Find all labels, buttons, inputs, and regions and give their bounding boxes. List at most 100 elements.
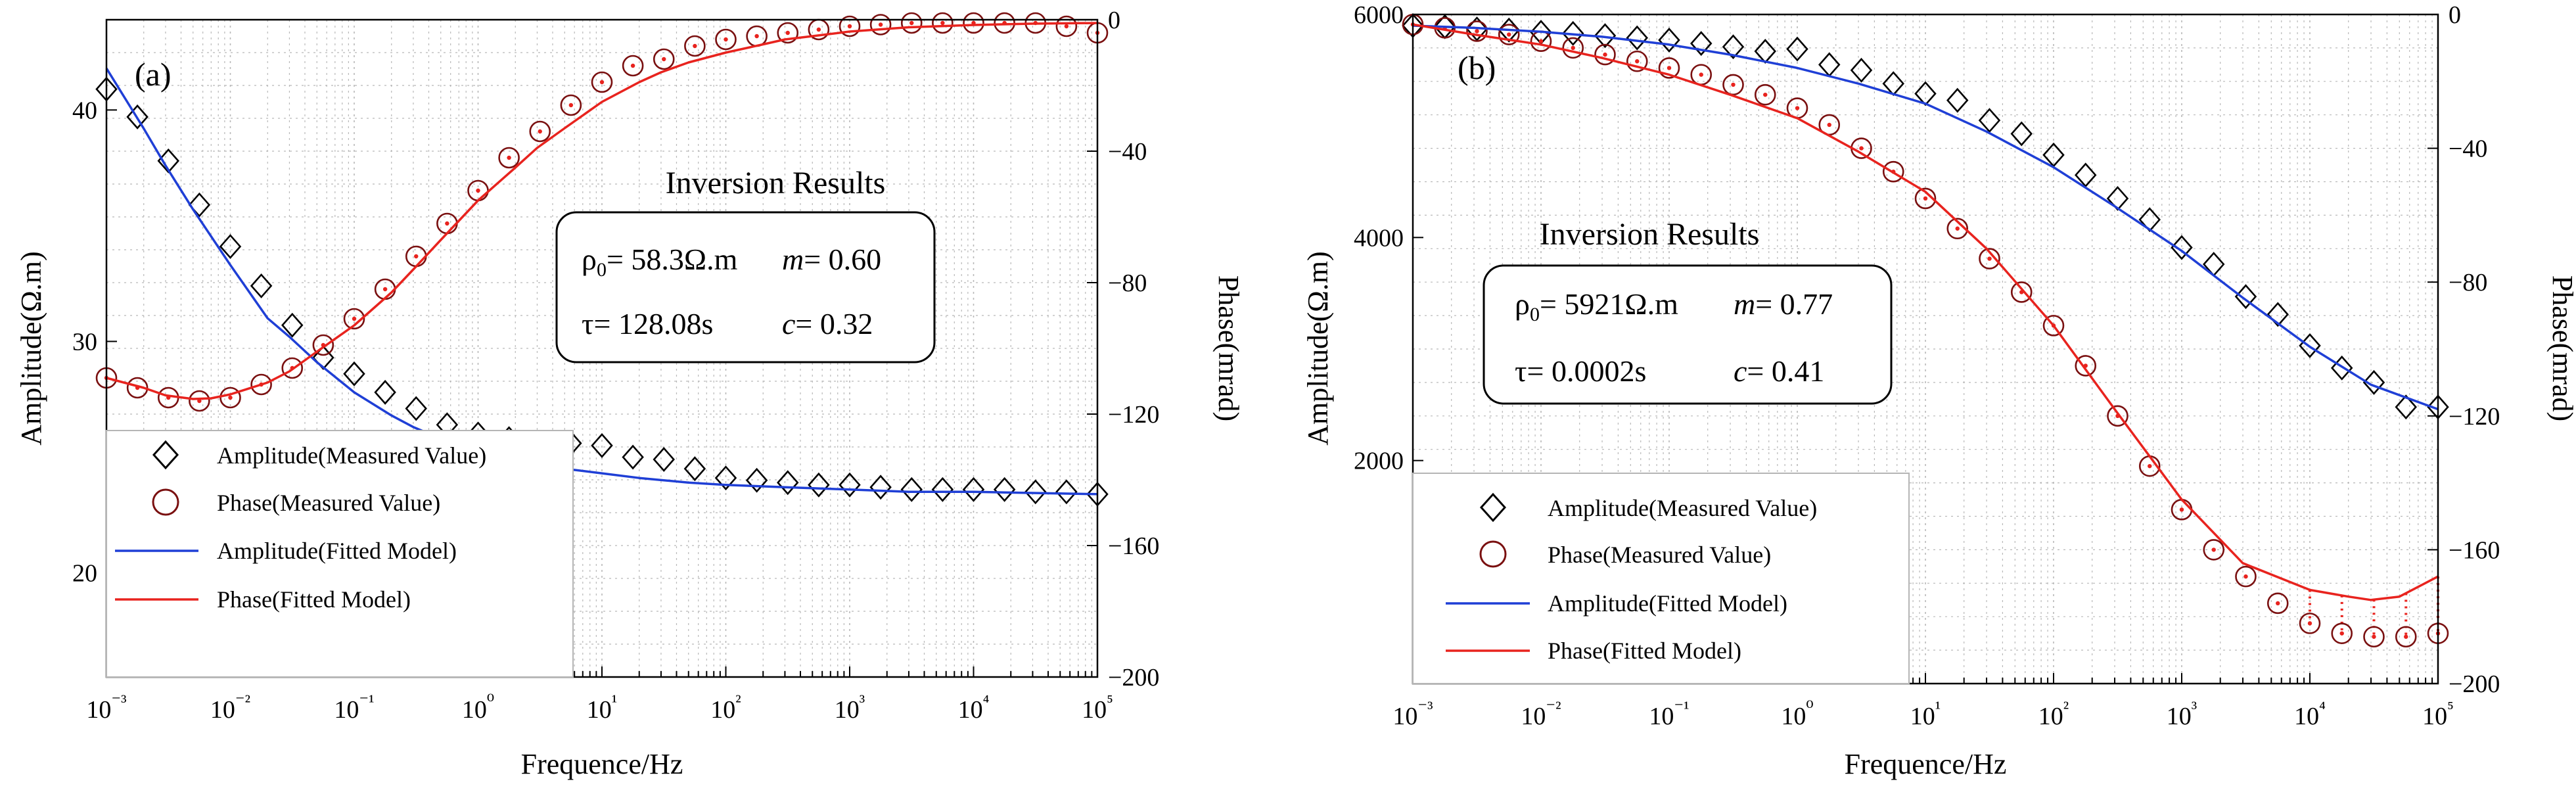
amplitude-point [2171,235,2193,260]
amplitude-point [2075,162,2097,188]
phase-point-center [1795,106,1800,110]
phase-point-center [599,80,605,85]
phase-point-center [2404,634,2408,639]
x-tick-label: 10³ [835,691,865,724]
amplitude-point [993,477,1016,502]
phase-point [2203,539,2225,561]
phase-point [1055,15,1078,37]
legend-frame-a [106,430,574,678]
amplitude-point [1978,108,2001,133]
phase-point-center [2307,621,2312,626]
phase-point-center [1731,82,1736,87]
phase-point-center [2211,548,2216,552]
inversion-frame-a [555,211,936,363]
y2-tick-label: −40 [2449,135,2487,163]
phase-point [653,48,675,70]
inversion-m-b: m= 0.77 [1734,287,1833,321]
phase-point-center [1603,52,1607,57]
x-tick-label: 10⁻¹ [334,691,374,724]
y2-tick-label: −120 [2449,403,2500,431]
y-axis-title-b: Amplitude(Ω.m) [1302,251,1334,445]
chart-panel-a: 10⁻³ 10⁻² 10⁻¹ 10⁰ 10¹ 10² 10³ 10⁴ 10⁵ 20 30 40 0 −40… [15,7,1245,780]
inversion-rho-b: ρ0= 5921Ω.m [1515,287,1678,325]
legend-item-amplitude-measured: Amplitude(Measured Value) [217,442,486,469]
phase-point-center [724,37,728,42]
amplitude-point [900,477,923,502]
phase-point [869,14,892,35]
phase-point-center [2179,507,2184,512]
amplitude-point [2106,185,2129,211]
phase-point-center [352,316,357,321]
phase-point-center [476,188,480,193]
phase-point [777,22,799,44]
x-tick-label: 10⁻³ [1392,698,1433,730]
phase-point-center [1507,32,1511,37]
phase-point [591,71,613,93]
y2-tick-label: −160 [1108,532,1159,560]
phase-point-center [1635,59,1640,64]
legend-diamond-icon [152,440,179,470]
x-tick-label: 10² [2038,698,2069,730]
legend-item-amplitude-measured: Amplitude(Measured Value) [1548,495,1817,521]
legend-frame-b [1412,473,1910,684]
phase-point-center [538,129,542,134]
x-tick-label: 10⁻³ [86,691,126,724]
x-tick-label: 10⁴ [958,691,990,724]
phase-point [900,12,923,34]
amplitude-point [126,104,149,129]
phase-point [2331,622,2353,644]
amplitude-point [1055,479,1078,505]
phase-point-center [940,20,945,26]
y2-tick-label: −200 [2449,670,2500,698]
amplitude-point [683,456,706,482]
phase-point-center [1955,226,1960,231]
amplitude-point [374,379,396,405]
legend-item-phase-measured: Phase(Measured Value) [217,490,440,516]
phase-point [622,55,644,77]
y2-tick-label: −200 [1108,664,1159,691]
phase-fitted-line [106,22,1098,400]
phase-point-center [1987,256,1992,261]
amplitude-point [250,273,273,298]
y-tick-label: 4000 [1354,224,1404,252]
amplitude-point [1562,20,1584,46]
amplitude-point [2331,355,2353,381]
phase-point [1914,187,1937,210]
phase-point [1754,83,1776,106]
phase-point-center [816,27,821,32]
amplitude-point [1850,57,1873,83]
phase-point-center [1667,66,1672,70]
amplitude-point [808,472,830,498]
inversion-m-a: m= 0.60 [782,243,881,276]
amplitude-point [2395,394,2417,420]
phase-point-center [1859,146,1864,151]
phase-point-center [568,103,574,108]
amplitude-point [714,465,737,491]
phase-point-center [1763,92,1768,97]
phase-point-center [445,221,449,226]
inversion-box-b: Inversion Results ρ0= 5921Ω.m m= 0.77 τ=… [1483,217,1893,405]
legend-a: Amplitude(Measured Value) Phase(Measured… [106,430,574,678]
amplitude-point [1946,87,1969,113]
phase-point [2266,592,2289,615]
phase-point [2395,626,2417,648]
marks-a [95,12,1109,507]
y2-tick-label: 0 [1108,7,1120,34]
amplitude-point [962,477,985,502]
phase-point [343,308,365,330]
legend-item-phase-fitted: Phase(Fitted Model) [217,586,411,613]
inversion-box-a: Inversion Results ρ0= 58.3Ω.m m= 0.60 τ=… [555,166,936,363]
inversion-frame-b [1483,264,1893,405]
amplitude-fitted-line [1412,24,2439,411]
phase-point [126,377,149,399]
y-axis-title-a: Amplitude(Ω.m) [15,251,47,445]
chart-panel-b: 10⁻³ 10⁻² 10⁻¹ 10⁰ 10¹ 10² 10³ 10⁴ 10⁵ 2000 4000 60… [1302,1,2576,780]
x-tick-label: 10⁵ [2422,698,2454,730]
y2-axis-title-a: Phase(mrad) [1212,275,1245,421]
amplitude-point [188,192,211,218]
amplitude-point [1024,479,1047,505]
phase-point [2235,565,2257,588]
phase-point-center [1538,39,1544,43]
phase-fitted-line [1412,23,2439,601]
